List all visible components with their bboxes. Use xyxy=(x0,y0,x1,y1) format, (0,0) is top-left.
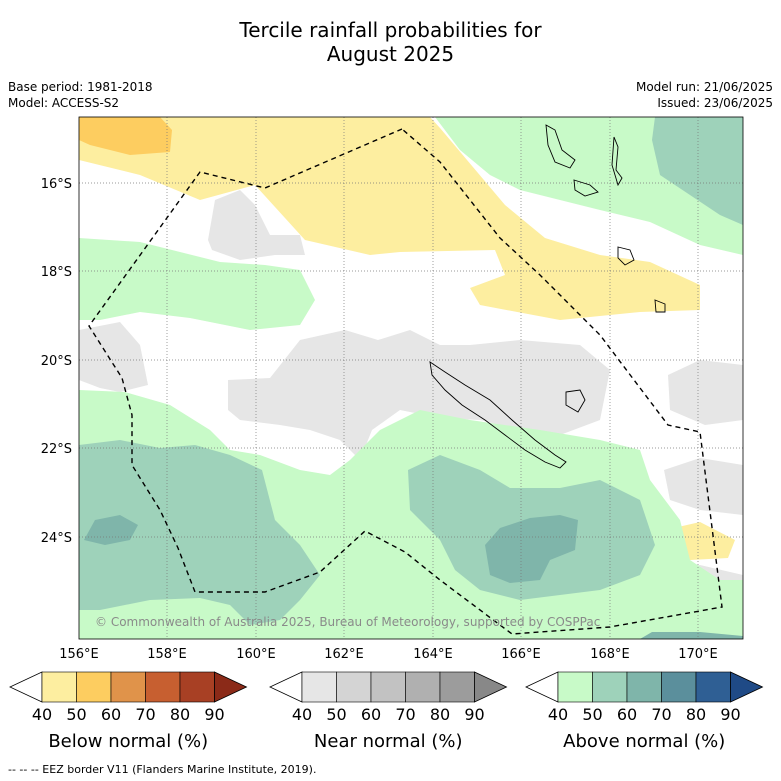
legend-below-swatch xyxy=(41,671,77,703)
legend-above-arrow-high xyxy=(730,671,764,703)
coastlines xyxy=(429,124,666,469)
legend-near-tick-label: 40 xyxy=(292,705,312,724)
legend-above-swatch xyxy=(695,671,731,703)
above-normal-core-southeast xyxy=(640,632,743,639)
lat-label-16s: 16°S xyxy=(41,177,72,192)
above-normal-mid-south xyxy=(79,440,320,625)
legend-above-swatch xyxy=(626,671,662,703)
legend-near-title: Near normal (%) xyxy=(314,731,463,752)
legend-near-tick-label: 80 xyxy=(430,705,450,724)
lon-label-158e: 158°E xyxy=(147,647,187,662)
legend-near-tick-label: 70 xyxy=(395,705,415,724)
lat-label-24s: 24°S xyxy=(41,531,72,546)
map-title: Tercile rainfall probabilities for Augus… xyxy=(0,18,781,66)
lat-axis: 16°S 18°S 20°S 22°S 24°S xyxy=(41,177,72,546)
legend-above-tick-label: 70 xyxy=(651,705,671,724)
southern-islet-coastline xyxy=(654,299,666,313)
legend-near-tick-label: 90 xyxy=(464,705,484,724)
lon-label-170e: 170°E xyxy=(678,647,718,662)
near-normal-region-west xyxy=(208,190,305,260)
near-normal-region-east xyxy=(668,360,743,425)
legend-near-arrow-high xyxy=(474,671,508,703)
above-normal-core-west xyxy=(84,515,138,545)
lon-label-156e: 156°E xyxy=(59,647,99,662)
meta-left: Base period: 1981-2018 Model: ACCESS-S2 xyxy=(8,79,153,111)
legend-near-arrow-low xyxy=(269,671,303,703)
legend-near-tick-label: 50 xyxy=(326,705,346,724)
below-normal-region-north xyxy=(79,117,700,320)
legend-below-normal: 40 50 60 70 80 90 Below normal (%) xyxy=(9,671,248,752)
legend-near-swatch xyxy=(405,671,441,703)
model-name: Model: ACCESS-S2 xyxy=(8,96,120,110)
legend-below-tick-label: 50 xyxy=(66,705,86,724)
eez-footer-note: -- -- -- EEZ border V11 (Flanders Marine… xyxy=(8,763,317,776)
vanuatu-islet-coastline xyxy=(611,136,623,187)
plot-frame xyxy=(78,116,744,640)
gridlines xyxy=(79,117,743,639)
legend-above-swatch xyxy=(557,671,593,703)
legend-below-tick-label: 90 xyxy=(204,705,224,724)
model-run: Model run: 21/06/2025 xyxy=(635,80,773,94)
legend-below-arrow-high xyxy=(214,671,248,703)
legend-above-swatch xyxy=(661,671,697,703)
legend-below-swatch xyxy=(76,671,112,703)
legend-near-swatch xyxy=(336,671,372,703)
lat-label-22s: 22°S xyxy=(41,442,72,457)
lon-axis: 156°E 158°E 160°E 162°E 164°E 166°E 168°… xyxy=(59,647,718,662)
legend-near-swatch xyxy=(370,671,406,703)
lat-label-20s: 20°S xyxy=(41,354,72,369)
legend-below-tick-label: 60 xyxy=(101,705,121,724)
legend-near-tick-label: 60 xyxy=(361,705,381,724)
above-normal-core-northeast xyxy=(652,117,743,225)
probability-field xyxy=(79,117,743,639)
legend-near-swatch xyxy=(301,671,337,703)
legend-above-tick-label: 50 xyxy=(582,705,602,724)
legend-below-swatch xyxy=(179,671,215,703)
issued-date: Issued: 23/06/2025 xyxy=(657,96,773,110)
title-line-1: Tercile rainfall probabilities for xyxy=(239,18,542,42)
lon-label-168e: 168°E xyxy=(590,647,630,662)
title-line-2: August 2025 xyxy=(326,42,455,66)
loyalty-islands-coastline xyxy=(565,389,586,413)
vanuatu-south-coastline xyxy=(617,246,635,266)
legend-below-tick-label: 70 xyxy=(135,705,155,724)
legend-above-normal: 40 50 60 70 80 90 Above normal (%) xyxy=(525,671,764,752)
legend-above-arrow-low xyxy=(525,671,559,703)
legend-below-title: Below normal (%) xyxy=(48,731,208,752)
legend-above-swatch xyxy=(592,671,628,703)
lon-label-166e: 166°E xyxy=(501,647,541,662)
lat-label-18s: 18°S xyxy=(41,265,72,280)
legend-below-arrow-low xyxy=(9,671,43,703)
lon-label-164e: 164°E xyxy=(413,647,453,662)
legend-above-tick-label: 90 xyxy=(720,705,740,724)
legend-above-tick-label: 40 xyxy=(548,705,568,724)
legend-below-tick-label: 40 xyxy=(32,705,52,724)
vanuatu-central-coastline xyxy=(573,179,599,197)
credit-text: © Commonwealth of Australia 2025, Bureau… xyxy=(95,615,600,629)
below-normal-core xyxy=(79,117,172,155)
lon-label-160e: 160°E xyxy=(236,647,276,662)
legend-below-tick-label: 80 xyxy=(170,705,190,724)
legend-above-title: Above normal (%) xyxy=(563,731,725,752)
base-period: Base period: 1981-2018 xyxy=(8,80,153,94)
legend-near-swatch xyxy=(439,671,475,703)
vanuatu-north-coastline xyxy=(545,124,576,169)
near-normal-region-southeast xyxy=(664,458,743,515)
new-caledonia-coastline xyxy=(429,361,567,469)
meta-right: Model run: 21/06/2025 Issued: 23/06/2025 xyxy=(636,79,773,111)
legend-below-swatch xyxy=(110,671,146,703)
legend-below-swatch xyxy=(145,671,181,703)
legend-above-tick-label: 60 xyxy=(617,705,637,724)
legend-above-tick-label: 80 xyxy=(686,705,706,724)
lon-label-162e: 162°E xyxy=(324,647,364,662)
near-normal-region-central xyxy=(79,322,148,392)
above-normal-core-central xyxy=(485,515,578,583)
